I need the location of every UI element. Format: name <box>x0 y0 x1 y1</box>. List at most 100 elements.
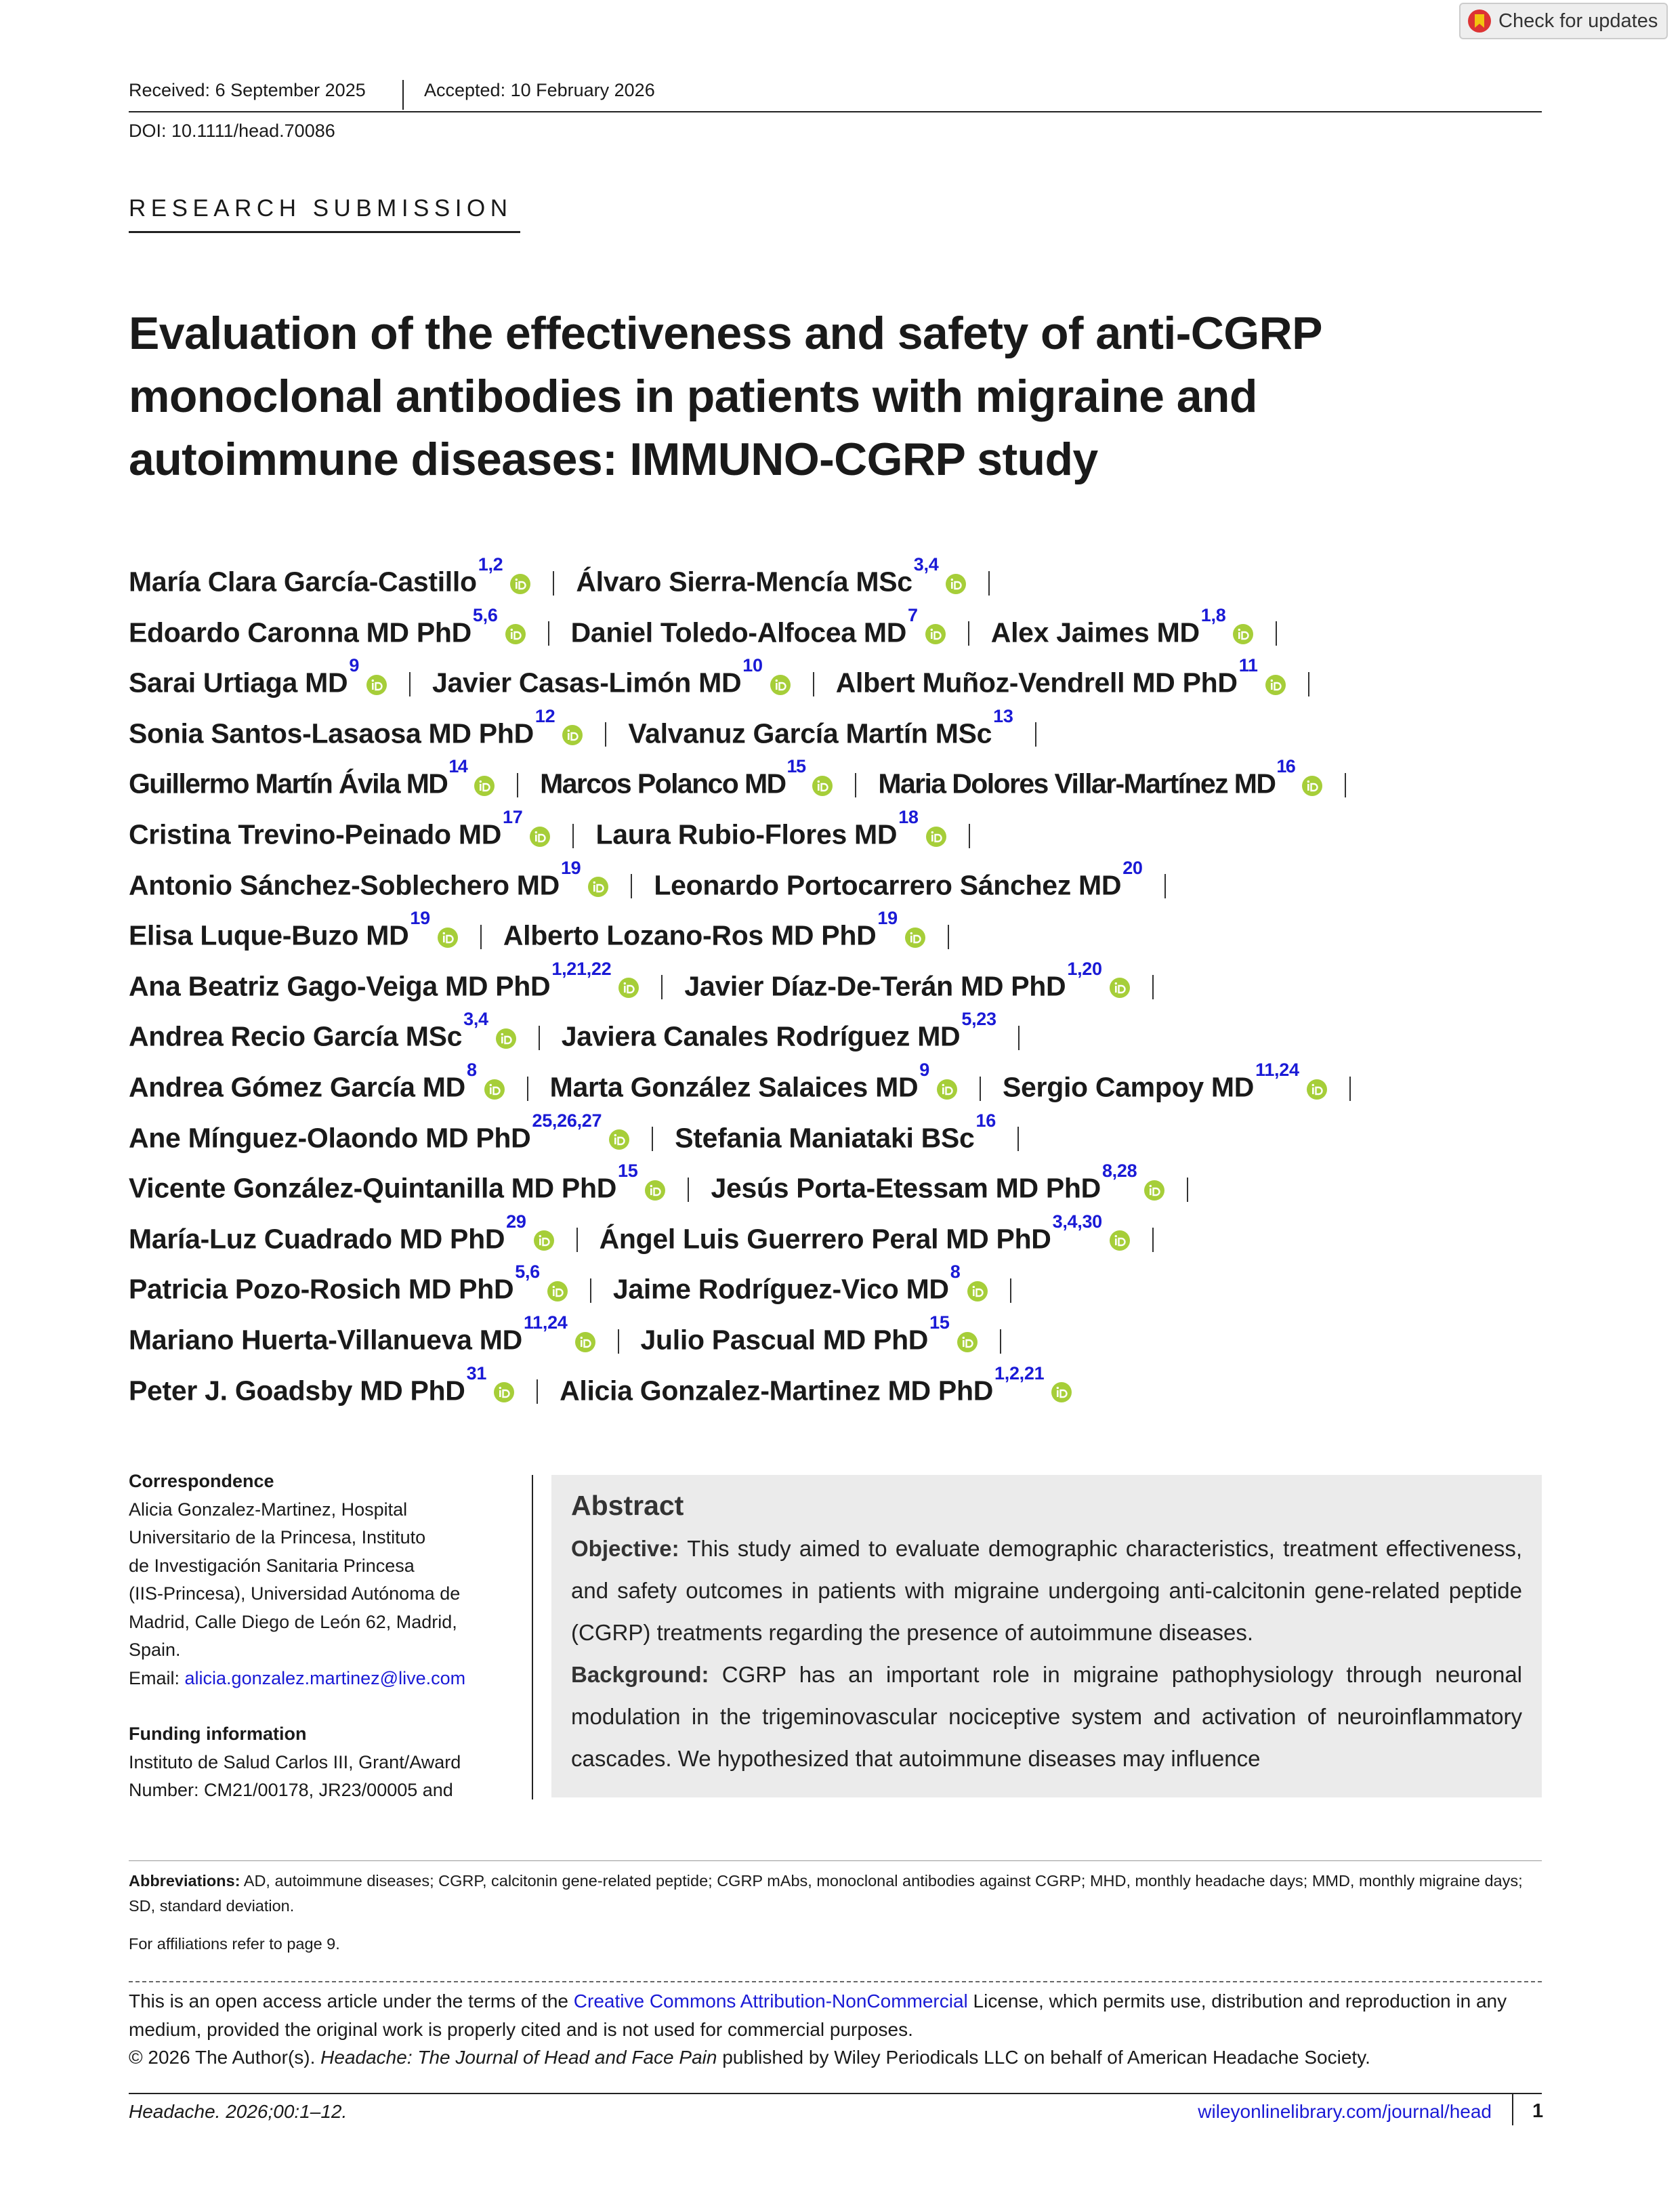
orcid-icon[interactable] <box>493 1381 515 1403</box>
author-name: Ane Mínguez-Olaondo MD PhD <box>129 1122 531 1154</box>
email-line: Email: alicia.gonzalez.martinez@live.com <box>129 1665 515 1693</box>
author-line: Elisa Luque-Buzo MD19Alberto Lozano-Ros … <box>129 904 1551 955</box>
separator <box>1010 1278 1012 1303</box>
abstract-paragraph: Background: CGRP has an important role i… <box>571 1654 1522 1780</box>
orcid-icon[interactable] <box>812 775 833 797</box>
orcid-icon[interactable] <box>1109 977 1131 999</box>
license-text[interactable]: Creative Commons Attribution-NonCommerci… <box>573 1991 968 2012</box>
separator <box>576 1228 578 1253</box>
orcid-icon[interactable] <box>505 623 526 645</box>
orcid-icon[interactable] <box>437 927 459 949</box>
journal-url[interactable]: wileyonlinelibrary.com/journal/head <box>1198 2101 1492 2122</box>
orcid-icon[interactable] <box>936 1079 958 1100</box>
affiliation-ref: 1,8 <box>1200 604 1226 625</box>
author-line: Sonia Santos-Lasaosa MD PhD12 Valvanuz Ga… <box>129 702 1551 753</box>
author-line: Sarai Urtiaga MD9 Javier Casas-Limón MD10… <box>129 651 1551 702</box>
orcid-icon[interactable] <box>495 1028 517 1049</box>
orcid-icon[interactable] <box>925 826 947 848</box>
separator <box>855 773 857 798</box>
separator <box>652 1127 654 1152</box>
orcid-icon[interactable] <box>644 1180 666 1201</box>
orcid-icon[interactable] <box>945 573 967 595</box>
license-text: © 2026 The Author(s). <box>129 2047 321 2068</box>
affiliation-ref: 19 <box>877 908 898 929</box>
author-name: Javiera Canales Rodríguez MD <box>561 1021 961 1052</box>
orcid-icon[interactable] <box>957 1331 978 1353</box>
orcid-icon[interactable] <box>587 876 609 898</box>
orcid-icon[interactable] <box>904 927 926 949</box>
separator <box>553 570 555 596</box>
orcid-icon[interactable] <box>770 674 791 696</box>
affiliation-ref: 20 <box>1122 857 1143 878</box>
email-label: Email: <box>129 1667 180 1688</box>
author-name: Marcos Polanco MD <box>540 768 786 800</box>
license-rule <box>129 1981 1542 1982</box>
correspondence-line: de Investigación Sanitaria Princesa <box>129 1555 415 1576</box>
orcid-icon[interactable] <box>366 674 387 696</box>
orcid-icon[interactable] <box>608 1129 630 1150</box>
affiliation-ref: 8,28 <box>1101 1161 1137 1182</box>
author-name: Ana Beatriz Gago-Veiga MD PhD <box>129 970 551 1002</box>
orcid-icon[interactable] <box>562 724 583 746</box>
author-name: Sonia Santos-Lasaosa MD PhD <box>129 717 534 749</box>
separator <box>1017 1127 1019 1152</box>
correspondence-line: Universitario de la Princesa, Instituto <box>129 1527 426 1547</box>
author-line: Ane Mínguez-Olaondo MD PhD25,26,27 Stefan… <box>129 1106 1551 1157</box>
separator <box>526 1076 528 1101</box>
funding-text: Instituto de Salud Carlos III, Grant/Awa… <box>129 1749 515 1805</box>
orcid-icon[interactable] <box>1232 623 1254 645</box>
affiliation-ref: 5,23 <box>961 1009 996 1030</box>
check-updates-button[interactable]: Check for updates <box>1459 3 1668 39</box>
orcid-icon[interactable] <box>618 977 639 999</box>
author-name: Andrea Recio García MSc <box>129 1021 463 1052</box>
orcid-icon[interactable] <box>509 573 531 595</box>
orcid-icon[interactable] <box>967 1280 988 1302</box>
separator <box>661 975 663 1000</box>
affiliation-ref: 15 <box>786 756 806 777</box>
abstract-paragraph: Objective: This study aimed to evaluate … <box>571 1528 1522 1654</box>
separator <box>617 1329 619 1354</box>
author-name: Ángel Luis Guerrero Peral MD PhD <box>599 1223 1051 1255</box>
author-name: Álvaro Sierra-Mencía MSc <box>576 566 912 598</box>
author-name: Jesús Porta-Etessam MD PhD <box>711 1172 1101 1204</box>
correspondence-line: Madrid, Calle Diego de León 62, Madrid, <box>129 1611 457 1632</box>
separator <box>589 1278 591 1303</box>
orcid-icon[interactable] <box>1306 1079 1328 1100</box>
abstract-heading: Abstract <box>571 1490 684 1521</box>
orcid-icon[interactable] <box>574 1331 596 1353</box>
orcid-icon[interactable] <box>474 775 495 797</box>
affiliation-ref: 13 <box>993 705 1013 726</box>
orcid-icon[interactable] <box>533 1230 555 1251</box>
affiliation-ref: 9 <box>349 655 360 676</box>
orcid-icon[interactable] <box>1301 775 1323 797</box>
author-name: Alicia Gonzalez-Martinez MD PhD <box>560 1375 994 1407</box>
author-line: Patricia Pozo-Rosich MD PhD5,6 Jaime Rodr… <box>129 1257 1551 1308</box>
affiliation-ref: 5,6 <box>515 1262 540 1283</box>
orcid-icon[interactable] <box>547 1280 568 1302</box>
footer-citation: Headache. 2026;00:1–12. <box>129 2101 348 2122</box>
affiliation-ref: 8 <box>466 1059 477 1080</box>
affiliation-ref: 15 <box>618 1161 638 1182</box>
title-line: Evaluation of the effectiveness and safe… <box>129 308 1322 359</box>
orcid-icon[interactable] <box>484 1079 505 1100</box>
affiliation-ref: 3,4,30 <box>1052 1211 1103 1232</box>
correspondence-line: Spain. <box>129 1640 181 1660</box>
email-link[interactable]: alicia.gonzalez.martinez@live.com <box>184 1667 466 1688</box>
correspondence-text: Alicia Gonzalez-Martinez, Hospital Univer… <box>129 1496 515 1665</box>
orcid-icon[interactable] <box>1051 1381 1072 1403</box>
accepted-date: Accepted: 10 February 2026 <box>424 80 655 100</box>
affiliation-ref: 11,24 <box>523 1312 568 1333</box>
affiliation-ref: 3,4 <box>913 554 939 575</box>
author-name: Patricia Pozo-Rosich MD PhD <box>129 1273 514 1305</box>
divider <box>402 80 404 110</box>
orcid-icon[interactable] <box>1109 1230 1131 1251</box>
affiliation-ref: 19 <box>560 857 581 878</box>
orcid-icon[interactable] <box>529 826 551 848</box>
separator <box>1307 671 1309 696</box>
orcid-icon[interactable] <box>1265 674 1286 696</box>
orcid-icon[interactable] <box>1143 1180 1165 1201</box>
orcid-icon[interactable] <box>925 623 946 645</box>
author-line: María-Luz Cuadrado MD PhD29 Ángel Luis Gu… <box>129 1207 1551 1258</box>
funding-line: Number: CM21/00178, JR23/00005 and <box>129 1780 453 1800</box>
author-line: Andrea Recio García MSc3,4 Javiera Canale… <box>129 1005 1551 1056</box>
